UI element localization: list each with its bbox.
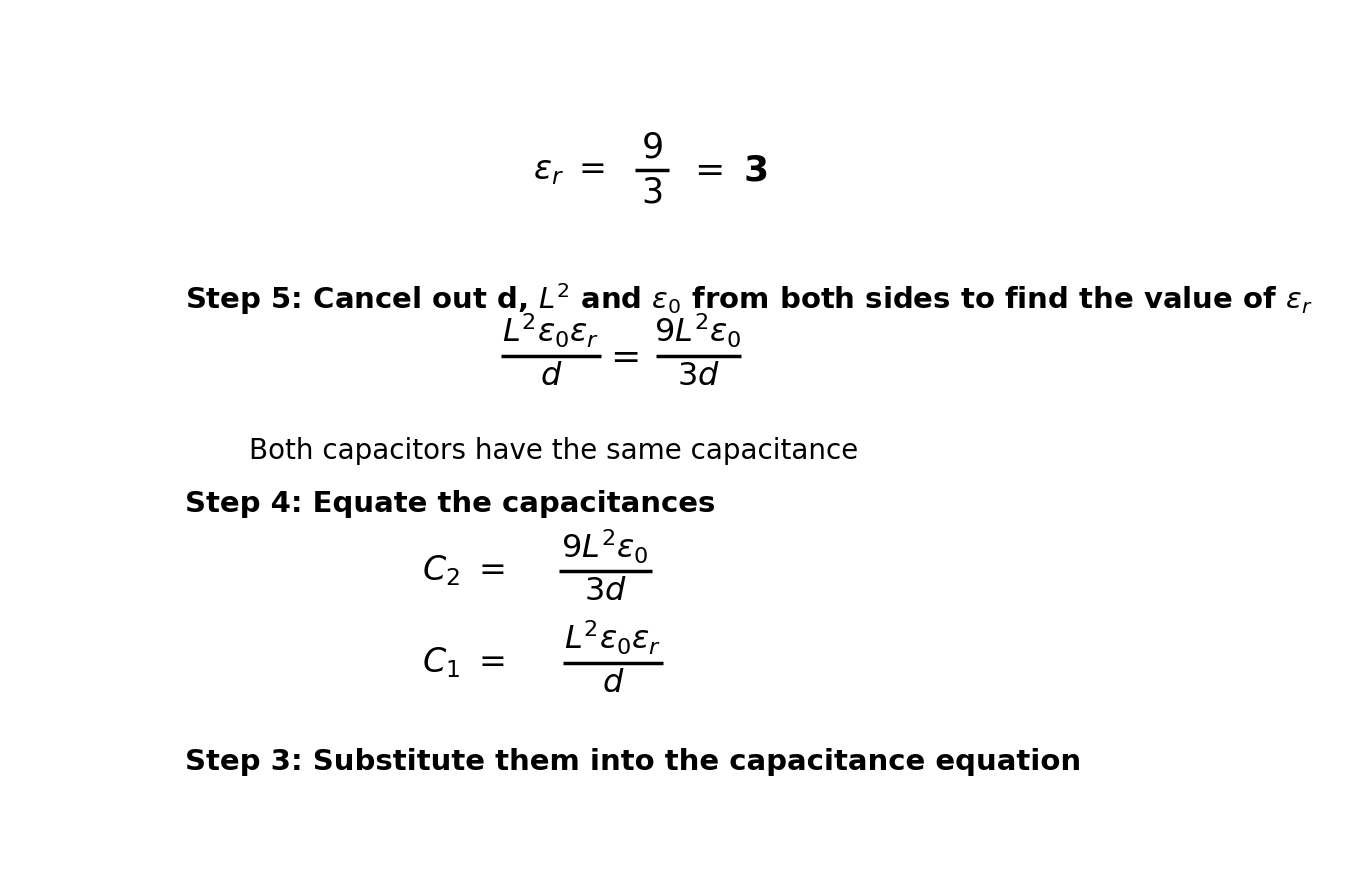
Text: $\varepsilon_r\ =$: $\varepsilon_r\ =$ (533, 153, 606, 187)
Text: $9L^2\varepsilon_0$: $9L^2\varepsilon_0$ (562, 527, 649, 565)
Text: $L^2\varepsilon_0\varepsilon_r$: $L^2\varepsilon_0\varepsilon_r$ (564, 619, 662, 657)
Text: $3$: $3$ (641, 176, 663, 210)
Text: $3d$: $3d$ (677, 361, 719, 392)
Text: $=\ \mathbf{3}$: $=\ \mathbf{3}$ (686, 153, 767, 187)
Text: $3d$: $3d$ (584, 577, 626, 608)
Text: Both capacitors have the same capacitance: Both capacitors have the same capacitanc… (249, 437, 858, 466)
Text: $C_1\ =$: $C_1\ =$ (422, 646, 504, 680)
Text: $d$: $d$ (540, 361, 562, 392)
Text: $9L^2\varepsilon_0$: $9L^2\varepsilon_0$ (655, 312, 743, 350)
Text: Step 3: Substitute them into the capacitance equation: Step 3: Substitute them into the capacit… (185, 748, 1081, 775)
Text: $d$: $d$ (601, 669, 625, 699)
Text: $C_2\ =$: $C_2\ =$ (422, 554, 504, 588)
Text: $L^2\varepsilon_0\varepsilon_r$: $L^2\varepsilon_0\varepsilon_r$ (503, 312, 600, 350)
Text: Step 4: Equate the capacitances: Step 4: Equate the capacitances (185, 490, 715, 518)
Text: Step 5: Cancel out d, $L^2$ and $\varepsilon_0$ from both sides to find the valu: Step 5: Cancel out d, $L^2$ and $\vareps… (185, 281, 1312, 317)
Text: $=$: $=$ (603, 339, 638, 373)
Text: $9$: $9$ (641, 131, 663, 165)
